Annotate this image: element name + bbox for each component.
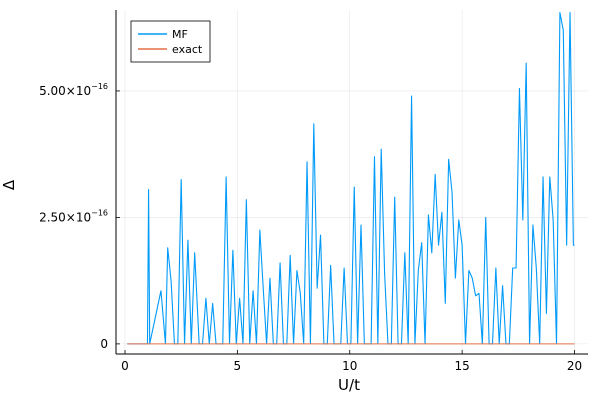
x-tick-label: 15 (454, 359, 469, 373)
legend-entry-label: exact (172, 43, 203, 56)
x-tick-labels: 0 5 10 15 20 (121, 359, 582, 373)
x-tick-label: 20 (567, 359, 582, 373)
x-tick-label: 10 (342, 359, 357, 373)
legend-box (130, 20, 211, 63)
x-axis-label: U/t (338, 376, 360, 394)
y-tick-labels: 0 2.50×10−16 5.00×10−16 (39, 82, 108, 351)
y-axis-label: Δ (0, 179, 18, 190)
legend: MF exact (130, 20, 211, 63)
axes (115, 10, 588, 355)
y-tick-label: 5.00×10−16 (39, 82, 108, 98)
y-tick-label: 2.50×10−16 (39, 208, 108, 224)
legend-entry-label: MF (172, 28, 188, 41)
y-tick-label: 0 (100, 337, 108, 351)
x-tick-label: 5 (234, 359, 242, 373)
x-tick-label: 0 (121, 359, 129, 373)
plot-area (127, 11, 575, 345)
